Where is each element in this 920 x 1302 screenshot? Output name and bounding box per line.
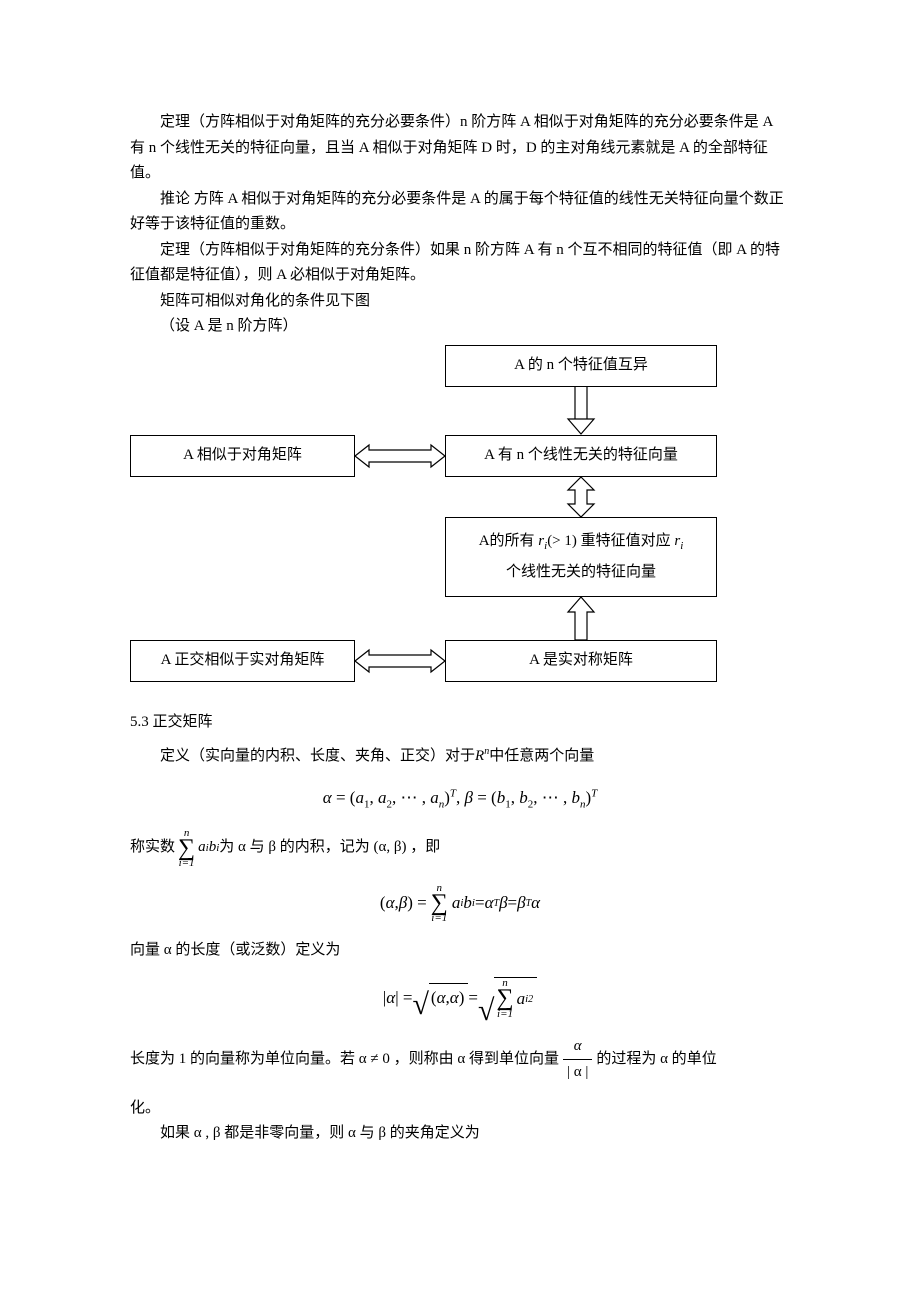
section-5-3-title: 5.3 正交矩阵 [130, 710, 790, 736]
unit-vector-def-end: 化。 [130, 1096, 790, 1122]
sum-icon: n ∑ i=1 [496, 978, 513, 1019]
eq-inner-product: (α, β) = n ∑ i=1 aibi = αTβ = βTα [130, 883, 790, 924]
theorem-1: 定理（方阵相似于对角矩阵的充分必要条件）n 阶方阵 A 相似于对角矩阵的充分必要… [130, 110, 790, 187]
sum-icon: n ∑ i=1 [178, 828, 195, 869]
unit-vector-def: 长度为 1 的向量称为单位向量。若 α ≠ 0 ，则称由 α 得到单位向量 α … [130, 1034, 790, 1086]
node-multiplicity: A的所有 ri(> 1) 重特征值对应 ri 个线性无关的特征向量 [445, 517, 717, 597]
diagram-intro: 矩阵可相似对角化的条件见下图 [130, 289, 790, 315]
fraction-alpha-norm: α | α | [563, 1034, 592, 1086]
inner-product-def: 称实数 n ∑ i=1 aibi 为 α 与 β 的内积，记为 (α, β) ，… [130, 828, 790, 869]
length-def-intro: 向量 α 的长度（或泛数）定义为 [130, 938, 790, 964]
p2-text: 推论 方阵 A 相似于对角矩阵的充分必要条件是 A 的属于每个特征值的线性无关特… [130, 191, 784, 233]
arrow-symmetric-iff-orthogonal [355, 650, 445, 672]
arrow-distinct-to-n-indep [568, 387, 594, 435]
diagonalization-flowchart: A 的 n 个特征值互异 A 相似于对角矩阵 A 有 n 个线性无关的特征向量 … [130, 345, 790, 705]
corollary-1: 推论 方阵 A 相似于对角矩阵的充分必要条件是 A 的属于每个特征值的线性无关特… [130, 187, 790, 238]
node-similar-diagonal: A 相似于对角矩阵 [130, 435, 355, 477]
node-distinct-eigenvalues: A 的 n 个特征值互异 [445, 345, 717, 387]
sqrt-icon: √ n ∑ i=1 ai2 [478, 977, 537, 1019]
p5-text: （设 A 是 n 阶方阵） [160, 318, 298, 334]
diagram-assumption: （设 A 是 n 阶方阵） [130, 314, 790, 340]
p3-text: 定理（方阵相似于对角矩阵的充分条件）如果 n 阶方阵 A 有 n 个互不相同的特… [130, 242, 780, 284]
node-n-independent-eigvecs: A 有 n 个线性无关的特征向量 [445, 435, 717, 477]
node-orthogonal-similar: A 正交相似于实对角矩阵 [130, 640, 355, 682]
eq-norm: | α | = √ (α, α) = √ n ∑ i=1 ai2 [130, 977, 790, 1019]
eq-alpha-beta-vectors: α = (a1, a2, ⋯ , an)T, β = (b1, b2, ⋯ , … [130, 784, 790, 814]
arrow-symmetric-to-multiplicity [568, 597, 594, 640]
sqrt-icon: √ (α, α) [412, 983, 468, 1015]
arrow-n-indep-iff-multiplicity [568, 477, 594, 517]
angle-def-intro: 如果 α , β 都是非零向量，则 α 与 β 的夹角定义为 [130, 1121, 790, 1147]
theorem-2: 定理（方阵相似于对角矩阵的充分条件）如果 n 阶方阵 A 有 n 个互不相同的特… [130, 238, 790, 289]
p4-text: 矩阵可相似对角化的条件见下图 [160, 293, 370, 309]
def-inner-product-intro: 定义（实向量的内积、长度、夹角、正交）对于Rn中任意两个向量 [130, 743, 790, 770]
arrow-n-indep-iff-diagonal [355, 445, 445, 467]
p1-text: 定理（方阵相似于对角矩阵的充分必要条件）n 阶方阵 A 相似于对角矩阵的充分必要… [130, 114, 773, 181]
sum-icon: n ∑ i=1 [431, 883, 448, 924]
node-real-symmetric: A 是实对称矩阵 [445, 640, 717, 682]
